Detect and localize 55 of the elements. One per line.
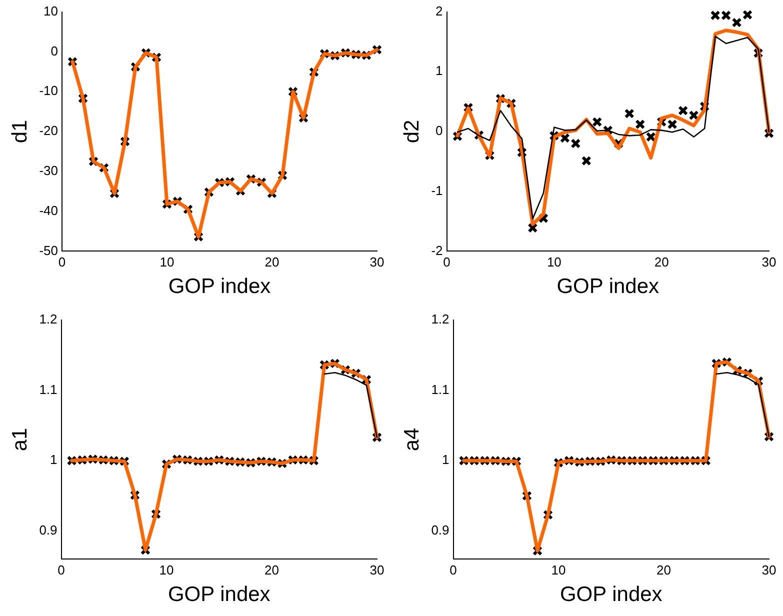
y-tick-label: 1.2 xyxy=(39,311,58,326)
y-tick-label: 0.9 xyxy=(431,522,450,538)
point xyxy=(570,138,581,149)
point xyxy=(560,133,570,144)
x-tick-label: 30 xyxy=(762,562,776,578)
x-tick-label: 20 xyxy=(654,254,669,270)
y-tick-label: -2 xyxy=(431,242,443,258)
y-axis-title: a4 xyxy=(400,428,424,452)
x-tick-label: 20 xyxy=(264,562,279,578)
point xyxy=(646,132,656,142)
point xyxy=(635,119,646,130)
y-tick-label: -50 xyxy=(39,242,58,258)
point xyxy=(581,156,592,166)
x-tick-label: 10 xyxy=(159,562,174,578)
x-tick-label: 10 xyxy=(546,254,562,270)
y-tick-label: -30 xyxy=(39,162,58,178)
y-tick-label: -10 xyxy=(39,83,58,98)
x-tick-label: 10 xyxy=(160,254,174,270)
y-tick-label: 0 xyxy=(50,43,58,58)
x-tick-label: 30 xyxy=(370,254,384,270)
point xyxy=(592,116,602,127)
x-axis-title: GOP index xyxy=(560,583,663,606)
y-tick-label: 0.9 xyxy=(39,522,58,538)
x-axis-title: GOP index xyxy=(556,275,660,298)
x-tick-label: 20 xyxy=(264,254,280,270)
point xyxy=(688,110,699,120)
point xyxy=(732,18,742,28)
y-tick-label: 1.1 xyxy=(39,382,58,397)
x-axis-title: GOP index xyxy=(168,583,271,606)
y-tick-label: -1 xyxy=(431,182,443,198)
y-tick-label: 1.2 xyxy=(431,311,450,326)
point xyxy=(721,10,732,20)
y-tick-label: 10 xyxy=(44,3,58,18)
y-tick-label: 0 xyxy=(436,123,443,138)
y-axis-title: d1 xyxy=(8,120,32,144)
y-tick-label: -40 xyxy=(39,202,58,218)
y-tick-label: 2 xyxy=(436,3,443,18)
point xyxy=(624,108,634,119)
y-tick-label: 1 xyxy=(442,452,450,468)
y-tick-label: 1 xyxy=(50,452,58,468)
x-axis-title: GOP index xyxy=(168,275,272,298)
point xyxy=(742,10,753,20)
point xyxy=(667,119,678,130)
x-tick-label: 10 xyxy=(551,562,566,578)
y-tick-label: 1.1 xyxy=(431,382,450,397)
y-axis-title: d2 xyxy=(400,120,424,144)
x-tick-label: 30 xyxy=(370,562,384,578)
y-tick-label: -20 xyxy=(39,123,58,138)
point xyxy=(678,106,688,116)
y-axis-title: a1 xyxy=(8,428,32,452)
point xyxy=(710,10,720,20)
y-tick-label: 1 xyxy=(436,63,443,78)
point xyxy=(528,222,538,233)
x-tick-label: 30 xyxy=(762,254,776,270)
x-tick-label: 20 xyxy=(656,562,671,578)
